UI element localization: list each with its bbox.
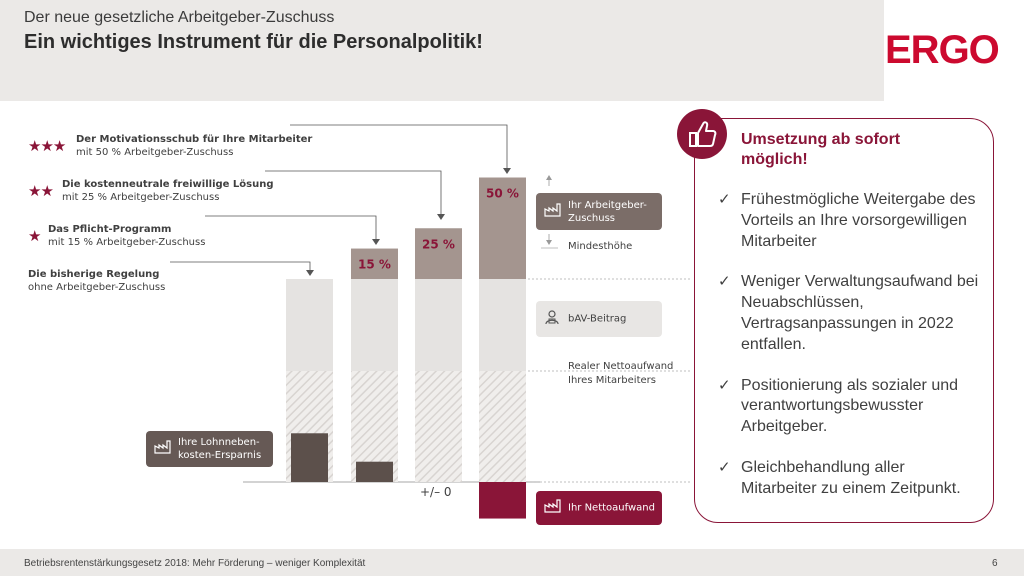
level-4-caption: Die bisherige Regelung ohne Arbeitgeber-…	[28, 269, 165, 293]
check-icon: ✓	[718, 458, 731, 476]
bar-percent-label: 25 %	[422, 237, 455, 251]
slide-subtitle: Der neue gesetzliche Arbeitgeber-Zuschus…	[24, 9, 335, 26]
stars-level-1: ★★★	[28, 138, 66, 155]
stars-level-3: ★	[28, 228, 41, 245]
employer-arrowhead-up	[546, 175, 552, 180]
bar-employer-share	[479, 177, 526, 279]
arrowhead-level-4	[306, 270, 314, 276]
bar-saving	[291, 433, 328, 482]
arrowhead-level-2	[437, 214, 445, 220]
thumbs-up-icon	[689, 121, 717, 147]
benefit-item: ✓ Positionierung als sozialer und verantw…	[718, 376, 983, 438]
level-1-caption: Der Motivationsschub für Ihre Mitarbeite…	[76, 134, 312, 158]
page-number: 6	[992, 558, 998, 569]
check-icon: ✓	[718, 191, 731, 208]
connector-level-1	[290, 124, 508, 172]
footer-band	[0, 549, 1024, 576]
benefits-card	[694, 118, 994, 523]
benefit-text: Positionierung als sozialer und verantwo…	[741, 376, 959, 436]
connector-level-3	[205, 215, 377, 243]
bav-pill: bAV-Beitrag	[536, 301, 662, 337]
benefit-list: ✓ Frühestmögliche Weitergabe des Vorteils…	[718, 190, 983, 520]
arrowhead-level-3	[372, 239, 380, 245]
bar-employer-share	[351, 248, 398, 279]
bar-hatched-part	[479, 371, 526, 482]
employer-contribution-pill: Ihr Arbeitgeber- Zuschuss	[536, 193, 662, 230]
benefit-text: Weniger Verwaltungsaufwand bei Neuabschl…	[741, 273, 979, 353]
net-cost-label: Ihr Nettoaufwand	[568, 502, 655, 514]
bars-layer: 15 % 25 % 50 %	[286, 177, 526, 519]
benefit-text: Gleichbehandlung aller Mitarbeiter zu ei…	[741, 458, 961, 497]
thumbs-up-badge	[677, 109, 727, 159]
benefit-item: ✓ Gleichbehandlung aller Mitarbeiter zu e…	[718, 458, 983, 500]
factory-icon	[544, 202, 562, 221]
net-employee-label: Realer Nettoaufwand Ihres Mitarbeiters	[568, 361, 674, 386]
benefit-text: Frühestmögliche Weitergabe des Vorteils …	[741, 191, 976, 250]
connector-level-2	[265, 170, 442, 218]
bar-saving	[356, 461, 393, 482]
ergo-logo: ERGO	[885, 28, 1000, 72]
bar-employer-share	[415, 228, 462, 279]
logo-area	[884, 0, 1024, 101]
level-3-subtitle: mit 15 % Arbeitgeber-Zuschuss	[48, 237, 206, 248]
level-3-title: Das Pflicht-Programm	[48, 224, 172, 235]
bar-net-cost	[479, 482, 526, 519]
person-icon	[544, 309, 560, 329]
min-height-label: Mindesthöhe	[568, 241, 633, 252]
check-icon: ✓	[718, 376, 731, 394]
level-2-subtitle: mit 25 % Arbeitgeber-Zuschuss	[62, 192, 220, 203]
card-title: Umsetzung ab sofort möglich!	[741, 131, 901, 168]
employer-arrowhead-down	[546, 240, 552, 245]
level-1-subtitle: mit 50 % Arbeitgeber-Zuschuss	[76, 147, 234, 158]
level-3-caption: Das Pflicht-Programm mit 15 % Arbeitgebe…	[48, 224, 205, 248]
bar-bav-part	[479, 279, 526, 371]
bar-hatched-part	[415, 371, 462, 482]
level-4-subtitle: ohne Arbeitgeber-Zuschuss	[28, 282, 166, 293]
saving-pill: Ihre Lohnneben- kosten-Ersparnis	[146, 431, 273, 467]
level-2-title: Die kostenneutrale freiwillige Lösung	[62, 179, 274, 190]
benefit-item: ✓ Frühestmögliche Weitergabe des Vorteils…	[718, 190, 983, 252]
slide-title: Ein wichtiges Instrument für die Persona…	[24, 31, 483, 53]
level-2-caption: Die kostenneutrale freiwillige Lösung mi…	[62, 179, 274, 203]
bav-label: bAV-Beitrag	[568, 313, 627, 325]
connector-level-4	[170, 261, 311, 274]
factory-icon	[154, 440, 172, 458]
arrowhead-level-1	[503, 168, 511, 174]
benefit-item: ✓ Weniger Verwaltungsaufwand bei Neuabsch…	[718, 272, 983, 355]
employer-contribution-label: Ihr Arbeitgeber- Zuschuss	[568, 199, 647, 224]
stars-level-2: ★★	[28, 183, 54, 200]
net-cost-pill: Ihr Nettoaufwand	[536, 491, 662, 525]
zero-label: +/– 0	[420, 485, 452, 499]
level-4-title: Die bisherige Regelung	[28, 269, 160, 280]
bar-bav-part	[286, 279, 333, 371]
check-icon: ✓	[718, 273, 731, 291]
bar-bav-part	[351, 279, 398, 371]
factory-icon	[544, 499, 562, 517]
level-1-title: Der Motivationsschub für Ihre Mitarbeite…	[76, 134, 313, 145]
bar-percent-label: 50 %	[486, 187, 519, 201]
footer-text: Betriebsrentenstärkungsgesetz 2018: Mehr…	[24, 558, 366, 569]
bar-percent-label: 15 %	[358, 258, 391, 272]
header-band	[0, 0, 1024, 101]
bar-bav-part	[415, 279, 462, 371]
saving-label: Ihre Lohnneben- kosten-Ersparnis	[178, 437, 262, 461]
